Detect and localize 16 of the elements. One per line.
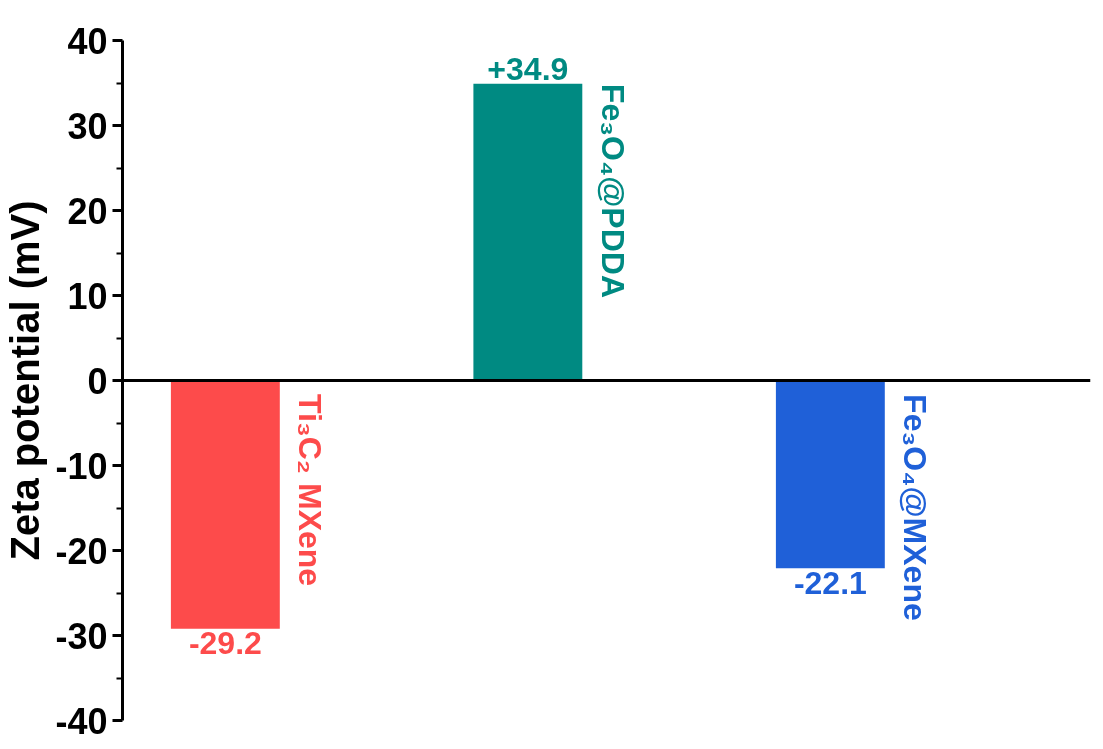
data-label: -22.1 (793, 564, 867, 601)
data-label: +34.9 (487, 51, 569, 88)
data-label: -29.2 (188, 625, 262, 662)
y-tick-label: 20 (67, 190, 108, 232)
y-tick-label: 0 (87, 360, 108, 402)
x-tick-label: Fe₃O₄@PDDA (594, 83, 631, 299)
y-tick-label: -20 (55, 530, 108, 572)
x-tick-label: Ti₃C₂ MXene (292, 394, 329, 587)
y-axis-title: Zeta potential (mV) (3, 200, 48, 561)
y-tick-label: -40 (55, 700, 108, 742)
y-tick-label: 30 (67, 105, 108, 147)
y-tick-label: 10 (67, 275, 108, 317)
x-tick-label: Fe₃O₄@MXene (897, 394, 934, 621)
y-tick-label: 40 (67, 20, 108, 62)
y-tick-label: -10 (55, 445, 108, 487)
y-tick-label: -30 (55, 615, 108, 657)
